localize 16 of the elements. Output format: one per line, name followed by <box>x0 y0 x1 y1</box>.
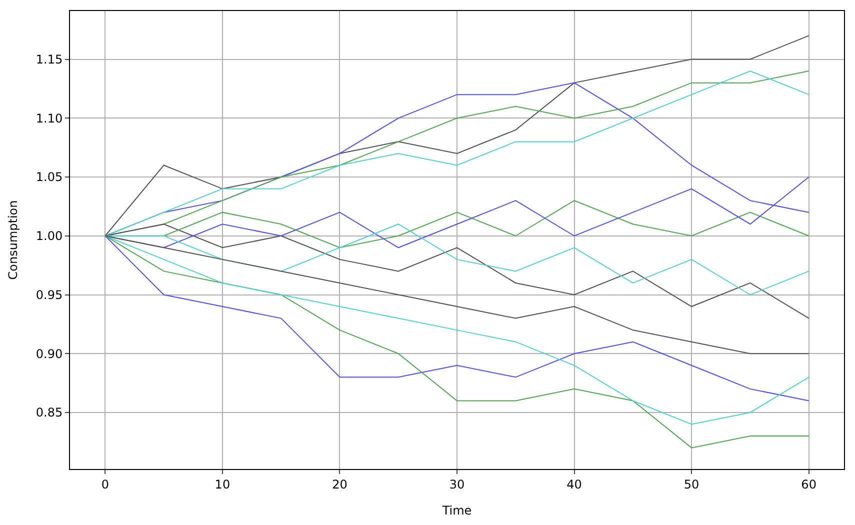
x-tick-label: 50 <box>684 477 700 492</box>
y-tick-label: 0.85 <box>36 406 63 420</box>
y-tick-label: 1.10 <box>36 111 63 126</box>
x-axis-title: Time <box>441 503 472 518</box>
y-tick-label: 1.05 <box>36 170 63 184</box>
x-tick-label: 10 <box>214 477 230 492</box>
y-tick-label: 0.90 <box>36 346 63 361</box>
x-tick-label: 20 <box>332 477 348 492</box>
y-tick-label: 1.00 <box>36 229 63 244</box>
x-tick-label: 60 <box>801 477 816 492</box>
y-axis-title: Consumption <box>6 200 20 280</box>
y-tick-label: 1.15 <box>36 52 63 66</box>
x-tick-label: 0 <box>101 477 109 492</box>
x-tick-label: 30 <box>449 477 465 492</box>
x-tick-label: 40 <box>566 477 582 492</box>
y-tick-label: 0.95 <box>36 288 63 302</box>
